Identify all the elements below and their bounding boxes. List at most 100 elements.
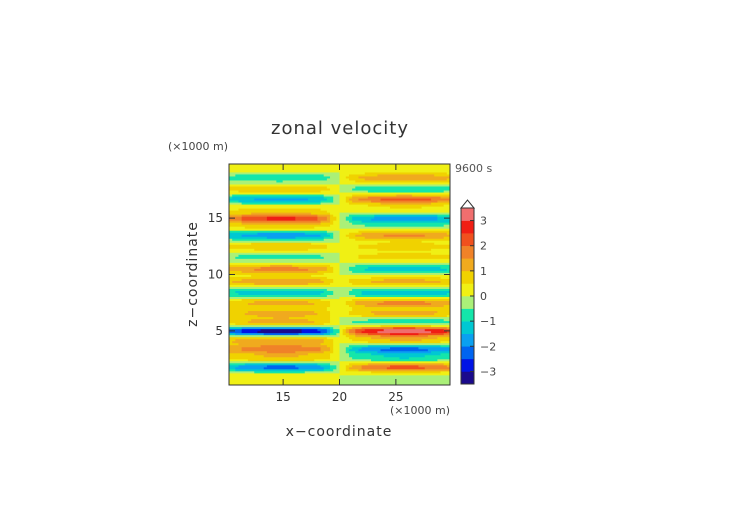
heatmap-cell bbox=[229, 372, 451, 376]
heatmap-cell bbox=[330, 354, 340, 358]
heatmap-cell bbox=[330, 264, 340, 267]
heatmap-cell bbox=[443, 204, 451, 207]
heatmap-cell bbox=[390, 332, 419, 336]
heatmap-cell bbox=[320, 278, 334, 281]
heatmap-cell bbox=[339, 216, 347, 219]
heatmap-cell bbox=[443, 190, 451, 193]
heatmap-cell bbox=[241, 326, 321, 330]
heatmap-cell bbox=[304, 370, 340, 374]
heatmap-cell bbox=[326, 246, 359, 249]
heatmap-cell bbox=[323, 196, 334, 199]
heatmap-cell bbox=[333, 330, 340, 334]
heatmap-cell bbox=[348, 352, 372, 356]
heatmap-cell bbox=[241, 214, 318, 217]
heatmap-cell bbox=[333, 222, 340, 225]
heatmap-cell bbox=[266, 364, 296, 368]
heatmap-cell bbox=[339, 232, 350, 235]
heatmap-cell bbox=[342, 328, 347, 332]
colorbar-swatch bbox=[461, 296, 474, 309]
heatmap-cell bbox=[333, 340, 369, 344]
heatmap-cell bbox=[326, 344, 334, 348]
heatmap-cell bbox=[431, 202, 451, 205]
heatmap-cell bbox=[352, 306, 451, 310]
heatmap-cell bbox=[241, 202, 321, 205]
heatmap-cell bbox=[229, 262, 340, 265]
heatmap-cell bbox=[367, 318, 445, 322]
heatmap-cell bbox=[229, 286, 451, 289]
heatmap-cell bbox=[229, 254, 239, 257]
heatmap-cell bbox=[241, 330, 258, 334]
heatmap-cell bbox=[339, 236, 350, 239]
heatmap-cell bbox=[440, 276, 451, 279]
heatmap-cell bbox=[371, 310, 438, 314]
heatmap-cell bbox=[229, 198, 255, 201]
heatmap-cell bbox=[229, 304, 331, 308]
heatmap-cell bbox=[326, 330, 331, 334]
heatmap-cell bbox=[348, 236, 366, 239]
heatmap-cell bbox=[229, 366, 236, 370]
heatmap-cell bbox=[339, 256, 359, 259]
colorbar-swatch bbox=[461, 346, 474, 360]
heatmap-cell bbox=[348, 348, 359, 352]
heatmap-cell bbox=[326, 230, 340, 233]
heatmap-cell bbox=[364, 268, 448, 271]
heatmap-cell bbox=[333, 368, 340, 372]
heatmap-cell bbox=[355, 264, 451, 267]
heatmap-cell bbox=[229, 354, 265, 358]
heatmap-cell bbox=[241, 298, 321, 302]
heatmap-cell bbox=[229, 250, 451, 253]
heatmap-cell bbox=[418, 346, 451, 350]
heatmap-cell bbox=[229, 280, 233, 283]
heatmap-cell bbox=[229, 228, 451, 231]
heatmap-cell bbox=[229, 252, 340, 255]
heatmap-cell bbox=[330, 316, 340, 320]
heatmap-cell bbox=[251, 242, 312, 245]
heatmap-cell bbox=[229, 260, 340, 263]
heatmap-cell bbox=[333, 342, 340, 346]
heatmap-cell bbox=[352, 326, 362, 330]
heatmap-cell bbox=[390, 206, 422, 209]
heatmap-cell bbox=[323, 368, 334, 372]
heatmap-cell bbox=[317, 312, 331, 316]
heatmap-cell bbox=[323, 322, 340, 326]
heatmap-cell bbox=[352, 320, 451, 324]
heatmap-cell bbox=[229, 310, 249, 314]
heatmap-cell bbox=[330, 176, 340, 179]
heatmap-cell bbox=[229, 170, 451, 173]
heatmap-cell bbox=[229, 288, 328, 291]
heatmap-cell bbox=[229, 222, 243, 225]
heatmap-cell bbox=[358, 246, 451, 249]
heatmap-cell bbox=[251, 212, 312, 215]
heatmap-cell bbox=[298, 332, 325, 336]
heatmap-cell bbox=[352, 270, 451, 273]
heatmap-cell bbox=[345, 350, 356, 354]
heatmap-cell bbox=[383, 278, 426, 281]
heatmap-cell bbox=[260, 328, 303, 332]
heatmap-cell bbox=[238, 208, 321, 211]
heatmap-cell bbox=[229, 200, 239, 203]
heatmap-cell bbox=[320, 364, 331, 368]
heatmap-cell bbox=[317, 218, 328, 221]
heatmap-cell bbox=[333, 198, 340, 201]
heatmap-cell bbox=[238, 190, 321, 193]
heatmap-cell bbox=[367, 196, 441, 199]
heatmap-cell bbox=[320, 220, 331, 223]
heatmap-cell bbox=[339, 328, 344, 332]
heatmap-cell bbox=[292, 264, 331, 267]
heatmap-cell bbox=[339, 212, 451, 215]
heatmap-cell bbox=[345, 368, 359, 372]
heatmap-cell bbox=[295, 236, 325, 239]
heatmap-cell bbox=[229, 364, 239, 368]
heatmap-cell bbox=[229, 194, 233, 197]
heatmap-cell bbox=[361, 326, 394, 330]
heatmap-cell bbox=[355, 328, 366, 332]
heatmap-cell bbox=[229, 240, 340, 243]
heatmap-cell bbox=[339, 318, 369, 322]
heatmap-cell bbox=[352, 346, 362, 350]
y-axis: 5 10 15 bbox=[208, 211, 450, 338]
heatmap-cell bbox=[260, 266, 299, 269]
heatmap-cell bbox=[326, 216, 331, 219]
heatmap-cell bbox=[326, 244, 359, 247]
heatmap-cell bbox=[326, 328, 331, 332]
heatmap-cell bbox=[326, 268, 334, 271]
